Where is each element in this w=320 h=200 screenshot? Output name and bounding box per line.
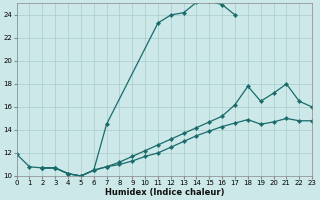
X-axis label: Humidex (Indice chaleur): Humidex (Indice chaleur) bbox=[105, 188, 224, 197]
